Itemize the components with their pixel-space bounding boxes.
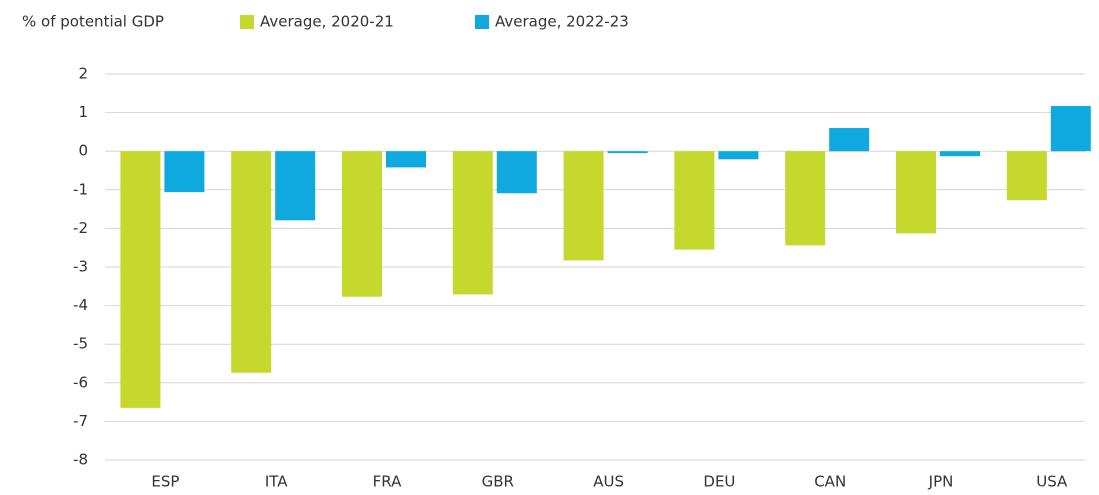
- y-axis-label: % of potential GDP: [22, 13, 164, 31]
- bar: [1006, 151, 1047, 201]
- legend-label: Average, 2020-21: [260, 13, 394, 31]
- y-tick-label: 0: [78, 142, 88, 160]
- y-tick-label: -7: [73, 412, 88, 430]
- bar: [563, 151, 604, 261]
- y-tick-label: 1: [78, 103, 88, 121]
- bar: [896, 151, 936, 234]
- bar: [940, 151, 980, 157]
- bar: [496, 151, 537, 194]
- bar: [1050, 106, 1091, 152]
- y-tick-label: -3: [73, 258, 88, 276]
- x-tick-label: GBR: [482, 473, 514, 491]
- y-tick-label: -6: [73, 373, 88, 391]
- y-tick-label: -8: [73, 451, 88, 469]
- x-tick-label: JPN: [928, 473, 954, 491]
- bar: [120, 151, 161, 408]
- x-tick-label: DEU: [703, 473, 735, 491]
- bar: [718, 151, 759, 160]
- x-tick-label: USA: [1036, 473, 1068, 491]
- legend-label: Average, 2022-23: [495, 13, 629, 31]
- x-tick-label: AUS: [593, 473, 624, 491]
- bar: [342, 151, 382, 297]
- y-tick-label: -1: [73, 180, 88, 198]
- x-tick-label: ESP: [151, 473, 179, 491]
- legend-swatch: [475, 15, 489, 29]
- bar: [674, 151, 715, 250]
- x-tick-label: ITA: [265, 473, 288, 491]
- y-tick-label: -2: [73, 219, 88, 237]
- y-tick-label: -5: [73, 335, 88, 353]
- x-tick-label: CAN: [814, 473, 846, 491]
- bar: [231, 151, 272, 373]
- bar: [275, 151, 316, 221]
- bar: [607, 151, 648, 154]
- bar: [164, 151, 205, 193]
- bar: [829, 128, 870, 152]
- bar: [785, 151, 826, 246]
- legend-swatch: [240, 15, 254, 29]
- x-tick-label: FRA: [373, 473, 402, 491]
- bar: [386, 151, 426, 168]
- y-tick-label: 2: [78, 65, 88, 83]
- bar: [452, 151, 493, 295]
- y-tick-label: -4: [73, 296, 88, 314]
